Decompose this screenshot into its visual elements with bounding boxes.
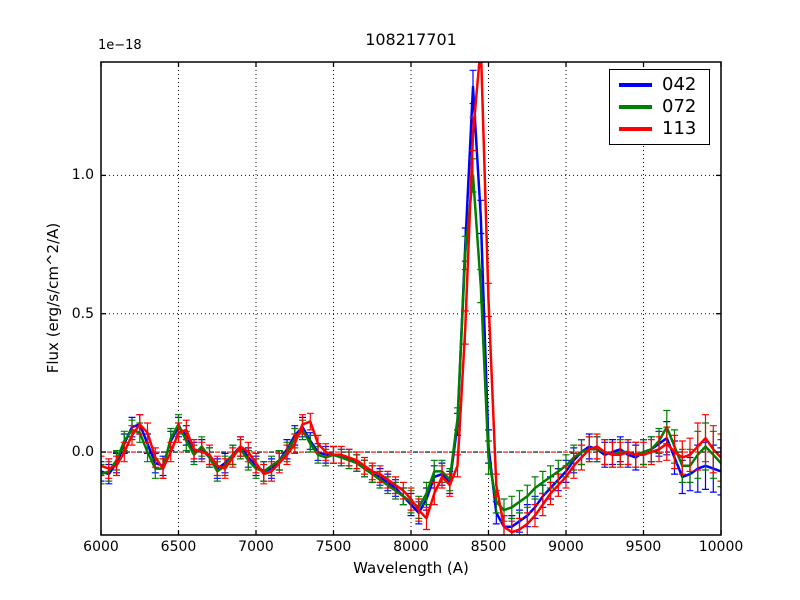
legend-label: 072 [662, 96, 697, 117]
x-tick-label-8000: 8000 [393, 539, 429, 555]
legend-line-sample-113 [619, 127, 652, 131]
x-tick-label-6500: 6500 [160, 539, 197, 555]
y-tick-label-0.0: 0.0 [71, 444, 94, 461]
plot-title: 108217701 [365, 30, 457, 49]
x-tick-label-7500: 7500 [315, 539, 352, 555]
x-tick-label-10000: 10000 [698, 539, 744, 555]
legend-line-sample-072 [619, 105, 652, 109]
y-tick-label-0.5: 0.5 [71, 305, 94, 322]
y-axis-offset-label: 1e−18 [98, 38, 142, 53]
x-tick-label-7000: 7000 [238, 539, 274, 555]
legend-item-042: 042 [619, 74, 701, 96]
legend-line-sample-042 [619, 83, 652, 87]
legend-label: 113 [662, 118, 697, 139]
x-tick-label-8500: 8500 [470, 539, 507, 555]
legend-item-113: 113 [619, 118, 701, 140]
x-tick-label-9500: 9500 [625, 539, 662, 555]
x-tick-label-6000: 6000 [83, 539, 119, 555]
data-area [101, 62, 721, 535]
series-line-113 [101, 62, 721, 534]
legend-label: 042 [662, 74, 697, 95]
legend: 042 072 113 [609, 69, 710, 145]
x-tick-label-9000: 9000 [548, 539, 584, 555]
y-axis-label: Flux (erg/s/cm^2/A) [43, 222, 62, 374]
x-axis-label: Wavelength (A) [353, 559, 469, 577]
y-tick-label-1.0: 1.0 [71, 167, 94, 184]
legend-item-072: 072 [619, 96, 701, 118]
